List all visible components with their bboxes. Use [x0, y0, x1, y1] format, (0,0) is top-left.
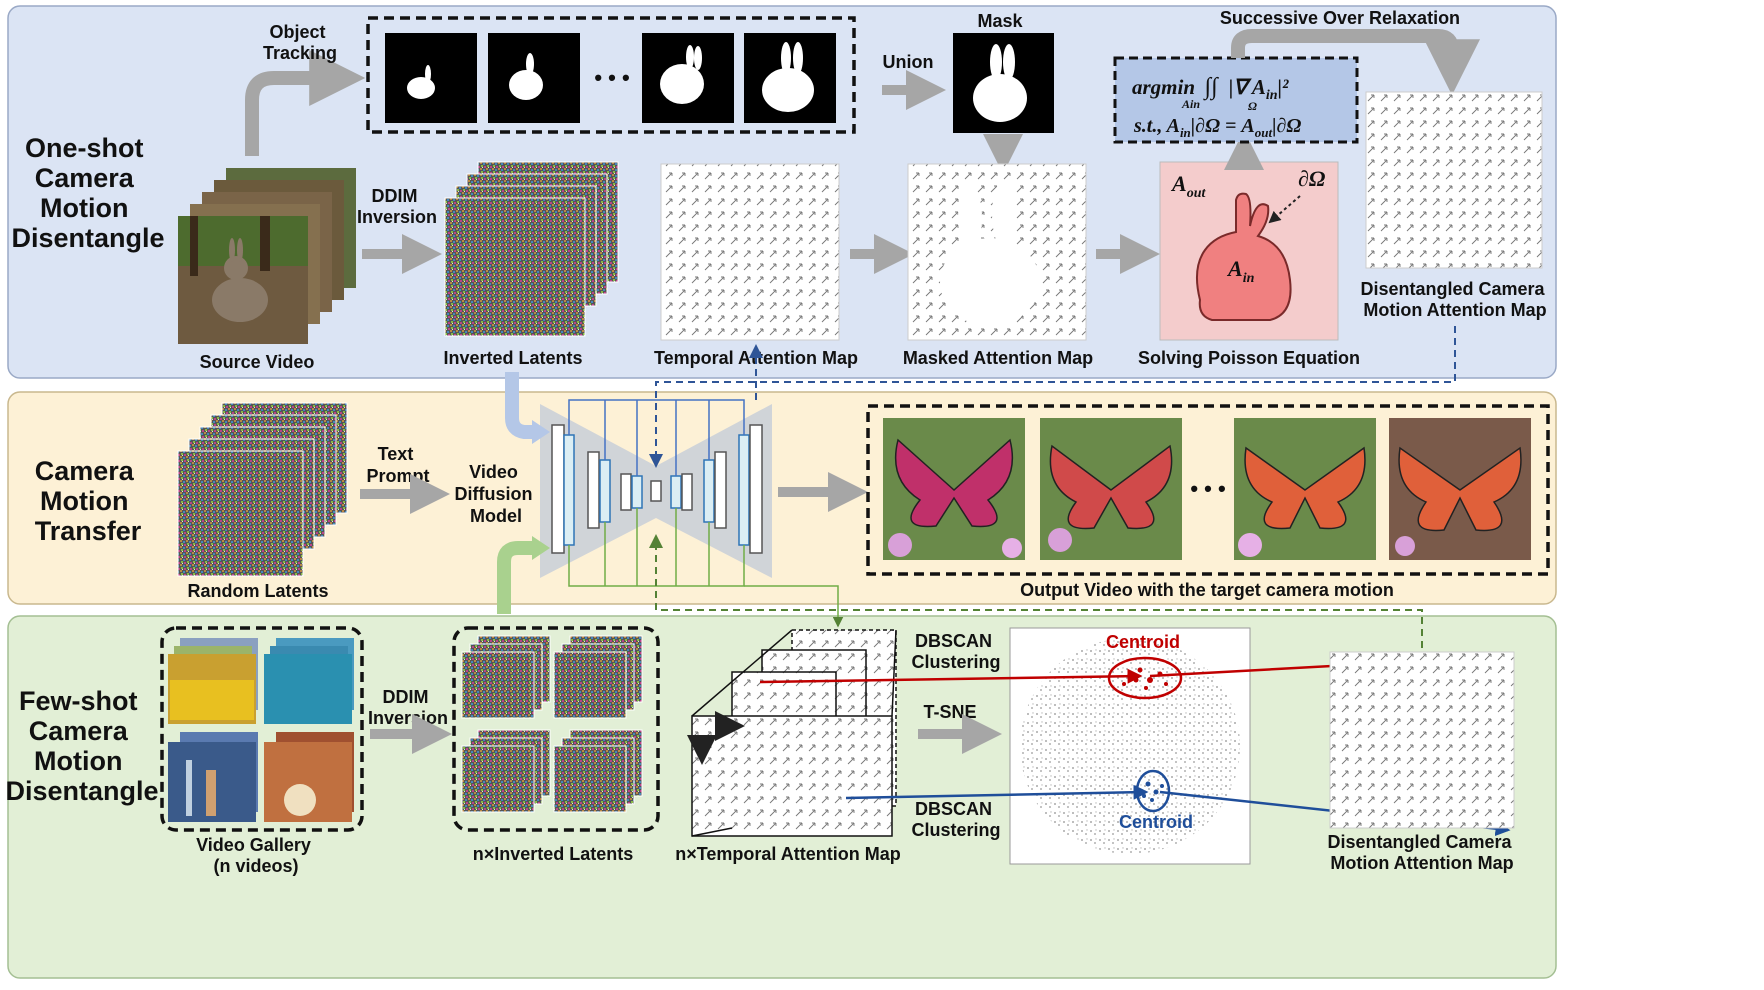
ellipsis-output: • • • — [1190, 476, 1225, 501]
title-few-shot: Few-shot Camera Motion Disentangle — [5, 686, 158, 806]
dashed-green-injection — [649, 534, 1423, 648]
n-inverted-latents-box — [452, 626, 660, 832]
math-a-out: Aout — [1170, 171, 1206, 201]
union-mask-rabbit — [973, 44, 1027, 122]
label-inverted-latents: Inverted Latents — [443, 348, 582, 368]
label-video-gallery: Video Gallery (n videos) — [196, 835, 316, 876]
centroid-red-ellipse — [1107, 656, 1183, 700]
label-solving-poisson: Solving Poisson Equation — [1138, 348, 1360, 368]
title-one-shot: One-shot Camera Motion Disentangle — [11, 133, 164, 253]
label-sor: Successive Over Relaxation — [1220, 8, 1460, 28]
blue-input-head — [532, 420, 550, 444]
label-n-inverted-latents: n×Inverted Latents — [473, 844, 634, 864]
blue-input-arrow — [505, 372, 532, 439]
object-tracking-arrow — [245, 50, 366, 156]
label-ddim-1: DDIM Inversion — [357, 186, 437, 227]
label-tsne: T-SNE — [923, 702, 976, 722]
butterflies — [894, 438, 1522, 532]
label-random-latents: Random Latents — [187, 581, 328, 601]
video-gallery-box — [160, 626, 364, 832]
label-dbscan-1: DBSCAN Clustering — [911, 631, 1000, 672]
label-n-temporal-map: n×Temporal Attention Map — [675, 844, 901, 864]
disentangled-map-1 — [1365, 91, 1543, 269]
label-object-tracking: Object Tracking — [263, 22, 337, 63]
source-video-stack — [178, 168, 356, 344]
unet-skip-blue — [568, 399, 745, 476]
masked-region — [940, 180, 1040, 326]
math-a-in: Ain — [1226, 256, 1255, 286]
formula-line-1: argmin ∫∫ |∇ Ain|² — [1132, 74, 1289, 103]
label-disentangled-1: Disentangled Camera Motion Attention Map — [1360, 279, 1549, 320]
formula-line-2: s.t., Ain|∂Ω = Aout|∂Ω — [1133, 115, 1301, 140]
label-centroid-blue: Centroid — [1119, 812, 1193, 832]
label-output-video: Output Video with the target camera moti… — [1020, 580, 1394, 600]
unet-layers — [551, 424, 763, 554]
label-mask: Mask — [977, 11, 1023, 31]
temporal-attention-map — [660, 163, 840, 341]
output-video-box — [866, 404, 1550, 576]
formula-omega-sub: Ω — [1248, 99, 1257, 113]
label-centroid-red: Centroid — [1106, 632, 1180, 652]
random-latents-stack — [177, 402, 348, 577]
ellipsis-masks: • • • — [594, 65, 629, 90]
math-boundary: ∂Ω — [1298, 166, 1326, 191]
mask-frames — [385, 33, 836, 123]
tracking-frames-box — [366, 16, 856, 134]
n-inverted-latents — [461, 635, 643, 813]
green-input-head — [532, 536, 550, 560]
title-transfer: Camera Motion Transfer — [35, 456, 142, 546]
gallery-thumbnails — [168, 638, 354, 822]
label-masked-map: Masked Attention Map — [903, 348, 1093, 368]
dashed-blue-injection — [649, 326, 1456, 468]
n-temporal-map-stack — [691, 629, 897, 837]
inverted-latents-stack — [444, 161, 619, 337]
red-cluster-line — [759, 668, 1143, 684]
blue-cluster-line — [845, 784, 1149, 800]
poisson-region — [1195, 192, 1292, 321]
label-source-video: Source Video — [200, 352, 315, 372]
label-disentangled-2: Disentangled Camera Motion Attention Map — [1327, 832, 1516, 873]
sor-arrow — [1231, 29, 1480, 96]
formula-argmin-sub: Ain — [1181, 97, 1200, 111]
label-dbscan-2: DBSCAN Clustering — [911, 799, 1000, 840]
label-vdm: Video Diffusion Model — [454, 462, 537, 526]
disentangled-map-2 — [1329, 651, 1515, 829]
boundary-pointer — [1268, 195, 1301, 224]
tsne-cloud — [1020, 638, 1240, 854]
green-input-arrow — [497, 541, 532, 614]
label-union: Union — [883, 52, 934, 72]
